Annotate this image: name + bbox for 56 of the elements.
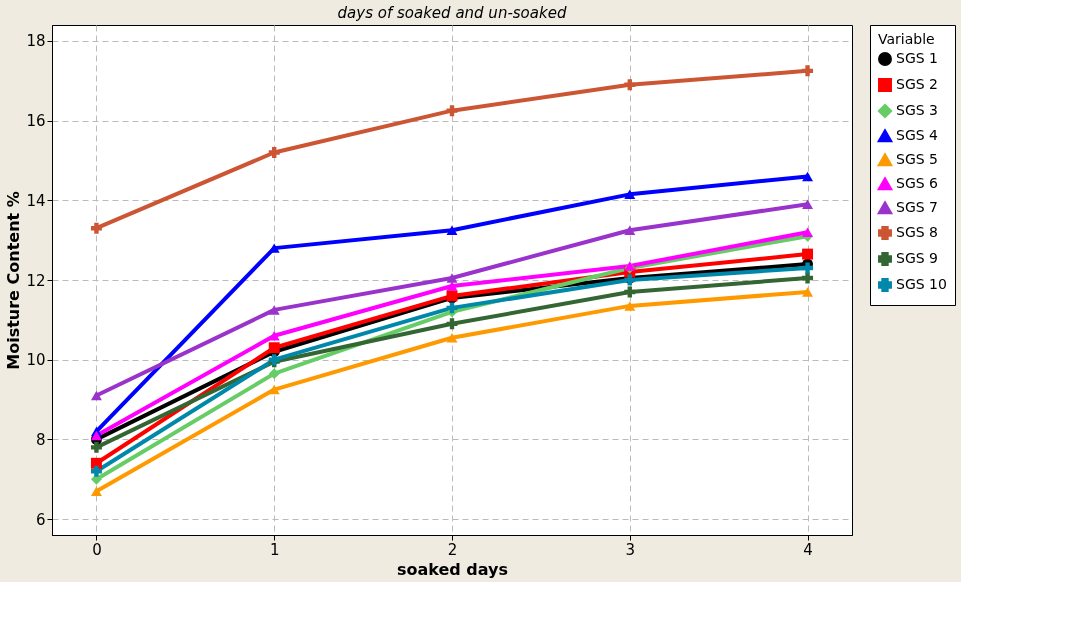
x-tick-label: 0 [92,540,102,559]
point [802,65,814,77]
y-tick-label: 18 [26,32,46,51]
legend-label: SGS 3 [896,102,938,118]
point [802,287,814,297]
legend-label: SGS 4 [896,127,939,143]
legend-label: SGS 9 [896,250,938,266]
point [268,331,280,341]
point [90,390,102,401]
y-tick-label: 8 [35,430,46,449]
point [802,248,814,260]
point [446,225,458,235]
point [802,199,814,210]
x-tick-label: 3 [625,540,636,559]
legend-label: SGS 8 [896,224,938,240]
point [90,430,102,441]
point [90,486,102,496]
point [446,105,458,117]
point [802,262,814,274]
point [624,79,636,91]
y-tick-label: 6 [35,510,46,529]
point [268,147,280,158]
x-tick-label: 1 [269,540,280,559]
point [802,227,814,237]
point [624,286,636,298]
x-axis-title: soaked days [396,559,509,579]
y-axis-title: Moisture Content % [4,191,24,370]
point [624,301,636,311]
point [624,225,636,235]
point [268,384,280,395]
legend-label: SGS 10 [896,276,947,292]
point [802,171,814,182]
y-tick-label: 14 [26,191,46,210]
y-tick-label: 12 [26,271,46,290]
chart-title: days of soaked and un-soaked [337,3,567,22]
legend-label: SGS 2 [896,76,938,92]
point [90,441,102,453]
legend-title: Variable [878,31,935,47]
point [446,281,458,291]
point [268,305,280,315]
point [802,272,814,284]
point [90,465,102,477]
point [268,368,280,380]
legend-label: SGS 5 [896,151,938,167]
x-tick-label: 2 [447,540,458,559]
y-tick-label: 10 [26,351,46,370]
point [624,189,636,200]
y-tick-label: 16 [26,112,46,131]
point [268,342,280,354]
point [446,333,458,343]
legend-label: SGS 6 [896,175,939,191]
point [90,222,102,234]
legend-label: SGS 1 [896,50,938,66]
point [446,273,458,283]
legend-label: SGS 7 [896,199,938,215]
x-tick-label: 4 [803,540,813,559]
